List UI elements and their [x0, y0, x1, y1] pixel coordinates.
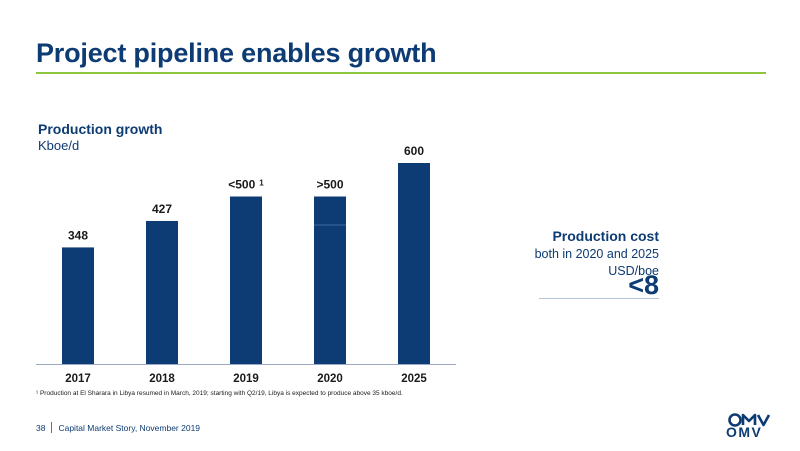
- slide-footer: 38 Capital Market Story, November 2019: [36, 422, 200, 433]
- x-tick-label-2018: 2018: [149, 373, 175, 385]
- bar-2025: [398, 163, 430, 364]
- chart-title: Production growth: [38, 121, 163, 137]
- title-divider: [36, 72, 766, 74]
- data-label-2020: >500: [316, 178, 343, 192]
- production-cost-value: <8: [628, 270, 659, 300]
- bar-2019: [230, 196, 262, 364]
- production-cost-panel: Production cost both in 2020 and 2025 US…: [459, 228, 659, 278]
- bar-2020: [314, 196, 346, 364]
- data-label-2018: 427: [152, 202, 172, 216]
- data-label-2019: <500 1: [228, 178, 264, 192]
- footer-separator: [51, 422, 53, 433]
- footer-text: Capital Market Story, November 2019: [58, 422, 201, 433]
- data-label-2025: 600: [404, 144, 424, 158]
- production-cost-title: Production cost: [552, 228, 659, 244]
- logo-text: OMV: [726, 424, 763, 440]
- slide-title: Project pipeline enables growth: [36, 38, 437, 68]
- production-cost-unit: USD/boe: [608, 264, 659, 278]
- page-number: 38: [36, 422, 46, 433]
- footnote: ¹ Production at El Sharara in Libya resu…: [36, 390, 403, 397]
- omv-logo-icon: [728, 413, 771, 427]
- bar-2018: [146, 220, 178, 364]
- x-tick-label-2025: 2025: [401, 373, 427, 385]
- x-tick-label-2019: 2019: [233, 373, 259, 385]
- chart-unit-label: Kboe/d: [38, 138, 80, 153]
- x-tick-label-2017: 2017: [65, 373, 91, 385]
- production-cost-subtitle: both in 2020 and 2025: [534, 247, 659, 261]
- data-label-2017: 348: [68, 228, 88, 242]
- x-tick-label-2020: 2020: [317, 373, 343, 385]
- production-cost-divider: [539, 298, 659, 299]
- bar-2017: [62, 247, 94, 364]
